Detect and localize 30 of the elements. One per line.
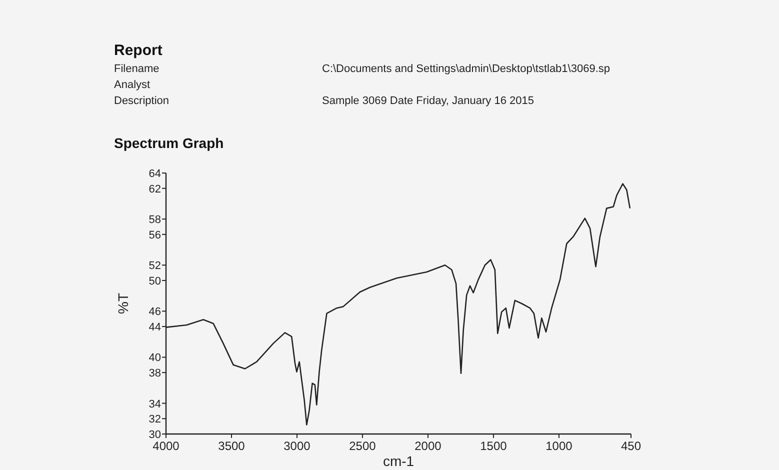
x-tick-label: 4000 <box>152 439 180 453</box>
x-tick-label: 3000 <box>284 439 311 453</box>
x-tick-label: 1000 <box>546 439 573 453</box>
y-tick-label: 58 <box>148 214 161 226</box>
y-tick-label: 40 <box>148 352 161 364</box>
text: Analyst <box>114 79 150 91</box>
y-tick-label: 56 <box>148 229 161 242</box>
y-tick-label: 38 <box>148 368 161 380</box>
y-axis-title: %T <box>115 292 131 314</box>
text: Sample 3069 Date Friday, January 16 2015 <box>322 95 534 107</box>
text: C:\Documents and Settings\admin\Desktop\tstlab1\3069.sp <box>322 63 610 75</box>
y-tick-label: 32 <box>148 414 161 426</box>
x-tick-label: 1500 <box>480 439 508 453</box>
y-tick-label: 50 <box>148 275 161 288</box>
chart-subtitle: Spectrum Graph <box>114 135 224 151</box>
y-tick-label: 34 <box>148 398 161 410</box>
y-tick-label: 62 <box>148 183 161 196</box>
y-tick-label: 44 <box>148 322 161 334</box>
x-tick-label: 3500 <box>218 439 246 453</box>
chart-title: Report <box>114 42 162 59</box>
y-tick-label: 30 <box>148 429 161 441</box>
text: Filename <box>114 63 160 75</box>
x-tick-label: 2000 <box>414 439 442 453</box>
x-axis-title: cm-1 <box>382 453 414 469</box>
text: Description <box>114 95 170 107</box>
x-tick-label: 450 <box>620 439 642 453</box>
x-tick-label: 2500 <box>349 439 376 453</box>
y-tick-label: 64 <box>148 168 161 180</box>
y-tick-label: 46 <box>148 306 161 318</box>
y-tick-label: 52 <box>148 260 161 272</box>
